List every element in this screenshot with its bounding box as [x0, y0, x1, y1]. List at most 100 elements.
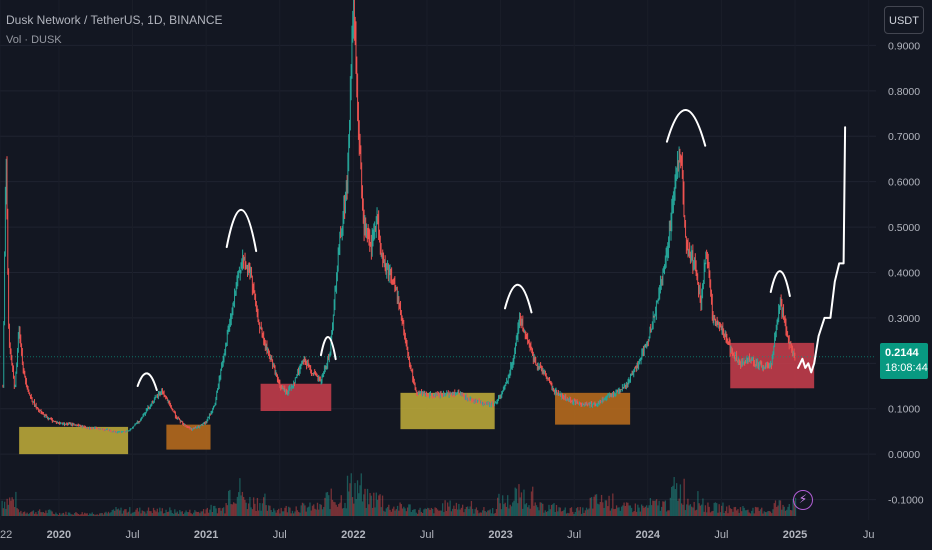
volume-bar	[477, 510, 479, 516]
volume-bar	[22, 512, 25, 516]
volume-bar	[602, 502, 604, 516]
volume-bar	[747, 509, 749, 516]
volume-bar	[699, 505, 702, 516]
volume-bar	[162, 513, 165, 516]
volume-bar	[182, 514, 185, 516]
price-tick-label: 0.7000	[888, 131, 920, 143]
volume-bar	[456, 509, 459, 516]
volume-bar	[333, 501, 335, 516]
currency-button[interactable]: USDT	[884, 6, 924, 34]
volume-bar	[724, 511, 727, 516]
volume-bar	[733, 507, 735, 516]
volume-bar	[439, 510, 441, 516]
volume-bar	[344, 502, 346, 516]
volume-bar	[547, 511, 549, 516]
volume-bar	[679, 484, 682, 516]
volume-bar	[225, 503, 227, 516]
volume-bar	[545, 511, 548, 516]
volume-bar	[245, 502, 247, 516]
volume-bar	[509, 504, 511, 516]
volume-bar	[328, 495, 330, 516]
volume-bar	[489, 509, 491, 516]
volume-bar	[630, 507, 633, 516]
volume-bar	[391, 508, 394, 516]
volume-bar	[220, 510, 222, 516]
volume-bar	[560, 511, 563, 516]
volume-bar	[304, 505, 306, 516]
volume-bar	[279, 513, 281, 516]
volume-bar	[508, 508, 510, 516]
volume-bar	[409, 504, 411, 516]
volume-bar	[230, 504, 232, 516]
volume-bar	[278, 508, 280, 516]
volume-bar	[610, 508, 613, 516]
volume-bar	[94, 514, 96, 516]
price-axis[interactable]: 0.9000 0.8000 0.7000 0.6000 0.5000 0.4000 0.30…	[888, 40, 924, 506]
volume-bar	[638, 507, 640, 516]
volume-bar	[539, 502, 541, 516]
volume-bar	[17, 509, 20, 516]
volume-bar	[147, 507, 150, 516]
volume-bar	[49, 509, 51, 516]
volume-bar	[419, 507, 421, 516]
time-tick-label: Jul	[420, 529, 434, 541]
volume-bar	[280, 507, 282, 516]
volume-bar	[18, 512, 21, 516]
volume-bar	[668, 510, 670, 516]
volume-bar	[295, 506, 297, 516]
volume-bar	[423, 509, 425, 516]
volume-bar	[370, 495, 372, 516]
volume-bar	[593, 496, 595, 516]
volume-bar	[492, 508, 494, 516]
volume-bar	[226, 505, 229, 516]
volume-bar	[338, 504, 340, 516]
volume-bar	[159, 507, 161, 516]
volume-bar	[707, 502, 709, 516]
volume-bar	[207, 512, 210, 516]
volume-bar	[470, 500, 473, 516]
volume-bar	[792, 498, 794, 516]
volume-bar	[242, 496, 245, 516]
volume-bar	[497, 497, 499, 516]
volume-bar	[502, 495, 504, 516]
volume-bar	[643, 507, 645, 516]
volume-bar	[736, 510, 738, 516]
volume-bar	[390, 511, 392, 516]
volume-bar	[365, 507, 367, 516]
volume-bar	[589, 497, 591, 516]
volume-bar	[460, 507, 463, 516]
volume-bar	[231, 504, 234, 516]
volume-bar	[181, 511, 183, 516]
volume-bar	[100, 513, 102, 516]
volume-bar	[554, 512, 556, 516]
volume-bar	[206, 507, 209, 516]
volume-bar	[658, 500, 660, 516]
volume-bar	[478, 513, 480, 516]
volume-bar	[670, 487, 673, 516]
lightning-bolt-icon[interactable]: ⚡	[793, 490, 813, 510]
volume-bar	[523, 489, 525, 516]
volume-bar	[694, 510, 697, 516]
volume-bar	[474, 509, 476, 516]
volume-bar	[191, 514, 193, 516]
volume-bar	[139, 507, 141, 516]
time-axis[interactable]: 22 2020 Jul 2021 Jul 2022 Jul 2023 Jul 2024 Jul 202…	[0, 529, 874, 541]
volume-bar	[552, 504, 554, 516]
volume-bar	[293, 513, 295, 516]
volume-bar	[265, 505, 267, 516]
volume-bar	[3, 501, 6, 516]
volume-bar	[54, 514, 56, 516]
volume-bar	[783, 506, 785, 516]
volume-indicator-label[interactable]: Vol · DUSK	[6, 34, 62, 46]
volume-bar	[210, 504, 212, 516]
volume-bar	[473, 513, 475, 516]
volume-bar	[101, 513, 103, 516]
volume-bar	[46, 513, 48, 516]
volume-bar	[190, 513, 192, 516]
volume-bar	[249, 496, 251, 516]
volume-bar	[704, 505, 707, 516]
volume-bar	[380, 507, 382, 516]
volume-bar	[778, 500, 780, 516]
volume-bar	[301, 502, 304, 516]
